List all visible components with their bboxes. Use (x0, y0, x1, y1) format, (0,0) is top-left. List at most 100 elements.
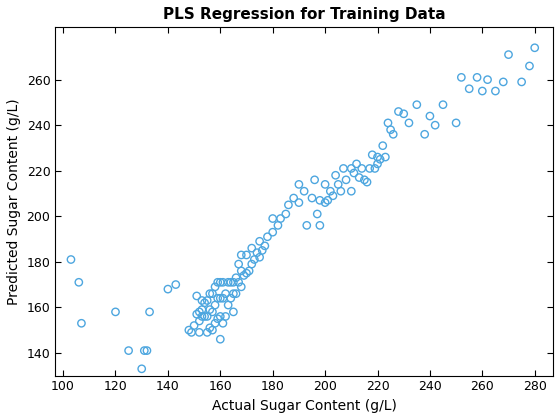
Point (384, 120, 393, 126)
Point (216, 295, 225, 302)
Title: PLS Regression for Training Data: PLS Regression for Training Data (163, 7, 445, 22)
Point (208, 327, 217, 333)
Point (237, 284, 246, 290)
Point (281, 210, 290, 217)
Point (530, 45, 539, 51)
Point (499, 79, 508, 85)
Point (218, 295, 227, 302)
Point (195, 329, 204, 336)
Point (145, 309, 154, 315)
Point (300, 188, 309, 194)
Point (231, 274, 240, 281)
Point (307, 195, 316, 202)
Point (365, 165, 374, 172)
Point (229, 309, 238, 315)
Point (226, 295, 235, 302)
Point (245, 268, 254, 274)
Point (289, 195, 298, 202)
Point (347, 188, 356, 194)
Point (517, 79, 526, 85)
Point (206, 306, 214, 313)
Point (223, 302, 232, 308)
Point (334, 181, 343, 188)
Point (192, 293, 201, 299)
Point (255, 238, 264, 245)
Point (226, 279, 235, 286)
Point (213, 295, 222, 302)
Point (420, 131, 429, 138)
Point (211, 320, 220, 327)
Point (234, 279, 243, 286)
Point (368, 152, 377, 158)
Point (242, 270, 251, 276)
Point (221, 313, 230, 320)
Point (451, 120, 460, 126)
Point (242, 252, 251, 258)
Point (349, 170, 358, 176)
Point (237, 252, 246, 258)
Point (203, 313, 212, 320)
Point (525, 63, 534, 69)
Point (124, 347, 133, 354)
Point (315, 222, 324, 229)
Point (483, 76, 492, 83)
Point (223, 279, 232, 286)
Point (240, 272, 249, 279)
Point (198, 297, 207, 304)
Point (184, 327, 193, 333)
Point (373, 160, 382, 167)
Point (373, 154, 382, 160)
Point (248, 245, 256, 252)
Point (260, 242, 269, 249)
Point (329, 192, 338, 199)
Point (218, 279, 227, 286)
Point (67, 256, 76, 263)
Point (211, 284, 220, 290)
Point (198, 313, 207, 320)
Point (208, 309, 217, 315)
Point (74, 279, 83, 286)
Point (354, 174, 363, 181)
Point (140, 347, 149, 354)
Point (465, 85, 474, 92)
Point (268, 215, 277, 222)
Point (357, 165, 366, 172)
Point (315, 197, 324, 204)
Point (295, 181, 304, 188)
Point (284, 202, 293, 208)
Point (203, 329, 212, 336)
Point (164, 286, 172, 292)
Point (457, 74, 466, 81)
Point (342, 176, 351, 183)
Point (381, 154, 390, 160)
Point (331, 172, 340, 178)
Point (171, 281, 180, 288)
Point (248, 261, 256, 268)
Point (77, 320, 86, 327)
Point (263, 234, 272, 240)
Point (321, 199, 330, 206)
Point (478, 88, 487, 94)
Point (431, 122, 440, 129)
Point (389, 131, 398, 138)
Point (376, 156, 385, 163)
Point (213, 315, 222, 322)
Point (310, 176, 319, 183)
Point (229, 290, 238, 297)
Point (216, 336, 225, 343)
Point (378, 142, 387, 149)
Point (313, 210, 322, 217)
Point (218, 320, 227, 327)
Point (234, 261, 243, 268)
Point (491, 88, 500, 94)
Point (200, 299, 209, 306)
Point (321, 181, 330, 188)
Point (404, 120, 413, 126)
Point (394, 108, 403, 115)
Point (370, 165, 379, 172)
Point (190, 322, 199, 329)
Point (255, 254, 264, 260)
Point (352, 160, 361, 167)
Point (250, 256, 259, 263)
Point (258, 247, 267, 254)
